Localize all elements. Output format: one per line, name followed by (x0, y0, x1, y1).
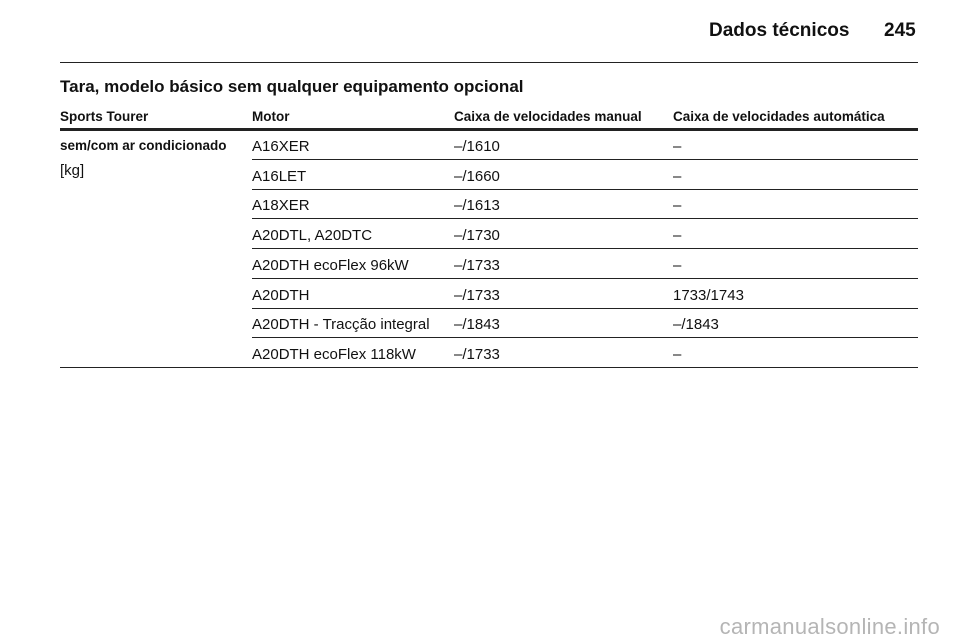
table-cell: –/1733 (454, 345, 500, 363)
header-rule-thick (60, 128, 918, 131)
column-header: Caixa de velocidades manual (454, 109, 642, 124)
table-cell: –/1660 (454, 167, 500, 185)
row-rule (252, 159, 918, 160)
header-title: Dados técnicos (709, 20, 850, 41)
table-cell: A20DTH (252, 286, 310, 304)
row-rule (252, 218, 918, 220)
column-header: Caixa de velocidades automática (673, 109, 885, 124)
table-cell: – (673, 256, 682, 274)
table-cell: –/1733 (454, 256, 500, 274)
column-header: Sports Tourer (60, 109, 149, 124)
table-cell: –/1613 (454, 197, 500, 215)
page-number: 245 (884, 20, 916, 41)
section-title: Tara, modelo básico sem qualquer equipam… (60, 77, 524, 96)
column-header: Motor (252, 109, 290, 124)
table-cell: –/1610 (454, 138, 500, 155)
table-cell: – (673, 167, 682, 185)
table-cell: 1733/1743 (673, 286, 744, 304)
table-cell: A16LET (252, 167, 307, 185)
table-cell: –/1733 (454, 286, 500, 304)
row-rule (252, 277, 918, 279)
table-cell: – (673, 345, 682, 363)
table-cell: A20DTH ecoFlex 118kW (252, 345, 416, 363)
table-cell: A20DTH - Tracção integral (252, 316, 430, 334)
table-cell: A20DTL, A20DTC (252, 227, 373, 245)
watermark: carmanualsonline.info (719, 614, 940, 639)
row-unit: [kg] (60, 162, 85, 179)
row-label: sem/com ar condicionado (60, 138, 227, 153)
table-cell: –/1843 (673, 316, 719, 334)
row-rule (252, 248, 918, 250)
row-rule (252, 337, 918, 339)
row-rule (252, 188, 918, 190)
table-cell: A16XER (252, 138, 310, 155)
table-cell: –/1843 (454, 316, 500, 334)
table-cell: – (673, 197, 682, 215)
table-cell: – (673, 138, 682, 155)
row-rule (252, 307, 918, 309)
table-cell: – (673, 227, 682, 245)
row-rule (60, 366, 918, 368)
header-rule (60, 62, 918, 63)
table-cell: A18XER (252, 197, 310, 215)
table-cell: A20DTH ecoFlex 96kW (252, 256, 409, 274)
table-cell: –/1730 (454, 227, 500, 245)
